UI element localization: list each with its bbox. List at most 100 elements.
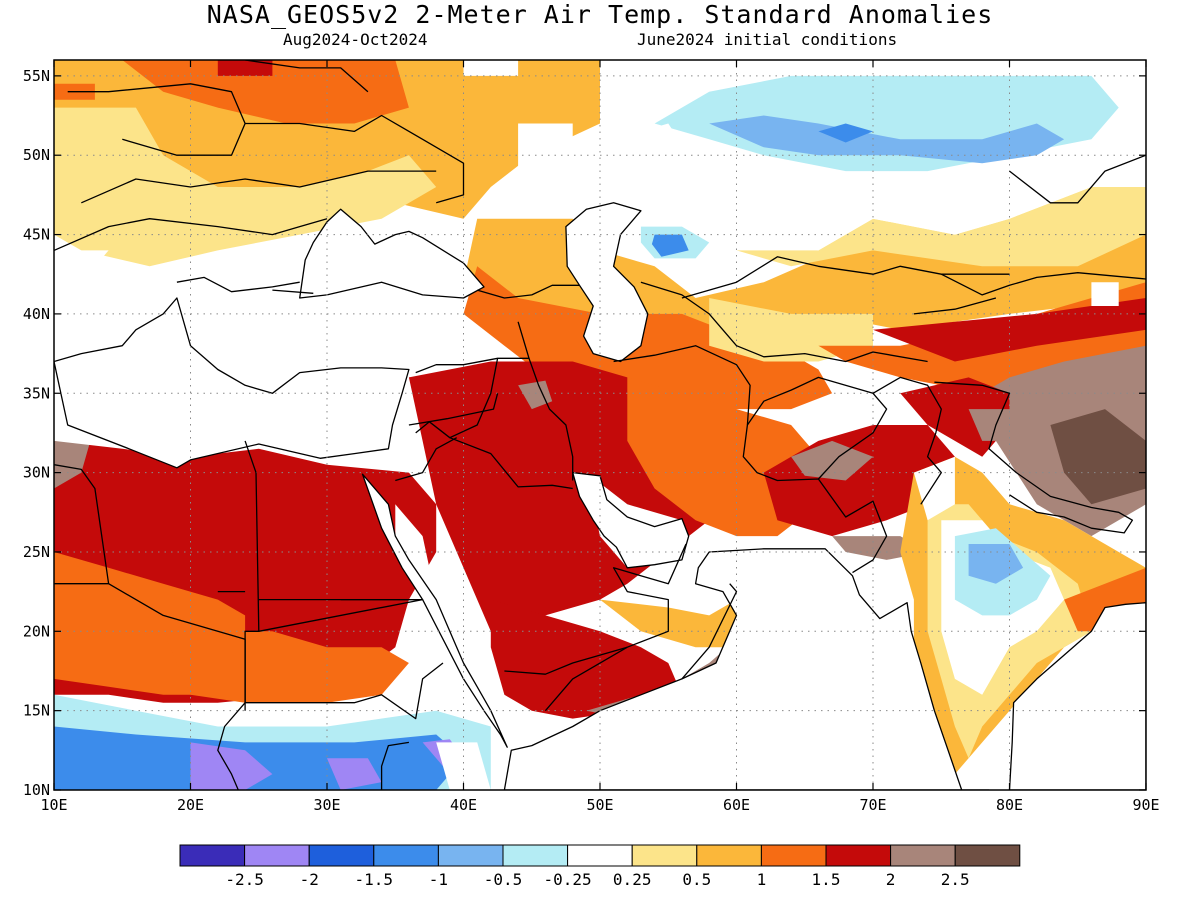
country-border	[941, 272, 1146, 296]
anomaly-region	[818, 123, 873, 143]
colorbar-label: -1.5	[355, 870, 394, 889]
country-border	[913, 297, 997, 315]
water-bodies	[54, 202, 1146, 790]
lat-tick-label: 45N	[23, 226, 50, 244]
lat-tick-label: 10N	[23, 781, 50, 799]
country-border	[415, 321, 530, 374]
country-borders	[54, 60, 1146, 790]
lon-tick-label: 30E	[313, 796, 340, 814]
country-border	[408, 393, 499, 426]
neutral-patch	[395, 504, 491, 711]
neutral-patch	[518, 123, 573, 172]
forecast-period: Aug2024-Oct2024	[283, 30, 428, 49]
colorbar-swatch	[696, 844, 762, 867]
anomaly-region	[709, 115, 1065, 164]
country-border	[54, 464, 110, 584]
colorbar-label: -2.5	[225, 870, 264, 889]
country-border	[681, 256, 1010, 299]
anomaly-region	[1050, 409, 1146, 505]
anomaly-region	[518, 380, 553, 410]
neutral-patch	[613, 123, 710, 219]
anomaly-region	[54, 250, 109, 298]
initial-conditions: June2024 initial conditions	[637, 30, 898, 49]
anomaly-region	[736, 187, 1146, 267]
colorbar: -2.5 -2 -1.5 -1 -0.5 -0.25 0.25 0.5 1 1.5 2 2.5	[179, 844, 1021, 889]
lat-tick-label: 25N	[23, 543, 50, 561]
country-border	[640, 281, 928, 363]
neutral-patch	[463, 60, 519, 76]
lat-tick-label: 35N	[23, 384, 50, 402]
colorbar-swatch	[373, 844, 439, 867]
colorbar-label: -0.25	[544, 870, 592, 889]
lon-tick-label: 70E	[859, 796, 886, 814]
map-plot-area	[54, 60, 1146, 790]
lon-tick-label: 80E	[996, 796, 1023, 814]
lon-tick-label: 10E	[40, 796, 67, 814]
country-border	[217, 630, 259, 790]
anomaly-region	[436, 742, 491, 790]
colorbar-label: -2	[300, 870, 319, 889]
colorbar-swatch	[825, 844, 892, 867]
colorbar-swatch	[502, 844, 569, 867]
colorbar-swatch	[437, 844, 504, 867]
country-border	[544, 543, 687, 712]
lon-tick-label: 90E	[1132, 796, 1159, 814]
anomaly-region	[122, 60, 409, 124]
colorbar-swatch	[954, 844, 1021, 867]
colorbar-swatch	[567, 844, 633, 867]
lat-tick-label: 20N	[23, 622, 50, 640]
caspian-sea	[565, 202, 649, 363]
neutral-patch	[1091, 282, 1119, 306]
country-border	[395, 437, 458, 482]
colorbar-label: -0.5	[484, 870, 523, 889]
country-border	[245, 662, 444, 720]
anomaly-region	[217, 60, 273, 76]
country-border	[1009, 154, 1146, 204]
black-sea	[299, 208, 485, 299]
lon-tick-label: 20E	[177, 796, 204, 814]
country-border	[380, 741, 410, 790]
country-border	[872, 376, 942, 505]
anomaly-region	[190, 742, 273, 790]
lat-tick-label: 55N	[23, 67, 50, 85]
lon-tick-label: 40E	[450, 796, 477, 814]
colorbar-swatch	[244, 844, 310, 867]
lat-tick-label: 40N	[23, 305, 50, 323]
anomaly-region	[651, 234, 689, 257]
colorbar-swatch	[308, 844, 375, 867]
map-title: NASA_GEOS5v2 2-Meter Air Temp. Standard …	[206, 0, 994, 29]
colorbar-label: 1	[757, 870, 767, 889]
arabian-sea	[503, 548, 990, 790]
colorbar-swatch	[179, 844, 246, 867]
lon-tick-label: 60E	[723, 796, 750, 814]
colorbar-label: 1.5	[812, 870, 841, 889]
mediterranean	[54, 297, 410, 469]
anomaly-region	[873, 298, 1146, 362]
lat-tick-label: 30N	[23, 464, 50, 482]
anomaly-region	[327, 758, 382, 790]
country-border	[477, 284, 580, 299]
country-border	[504, 646, 628, 675]
country-border	[613, 345, 888, 574]
colorbar-swatch	[890, 844, 956, 867]
country-border	[245, 60, 369, 93]
country-border	[176, 276, 300, 293]
country-border	[272, 289, 314, 294]
country-border	[934, 381, 1134, 534]
anomaly-region	[791, 440, 873, 481]
colorbar-label: 2.5	[941, 870, 970, 889]
persian-gulf	[572, 471, 690, 569]
colorbar-swatch	[631, 844, 698, 867]
country-border	[245, 114, 465, 204]
colorbar-label: 2	[886, 870, 896, 889]
bay-of-bengal	[1008, 602, 1146, 790]
country-border	[81, 170, 437, 204]
lon-tick-label: 50E	[586, 796, 613, 814]
country-border	[415, 358, 499, 439]
lat-tick-label: 50N	[23, 146, 50, 164]
colorbar-swatch	[760, 844, 827, 867]
country-border	[54, 218, 328, 251]
red-sea	[361, 473, 508, 748]
